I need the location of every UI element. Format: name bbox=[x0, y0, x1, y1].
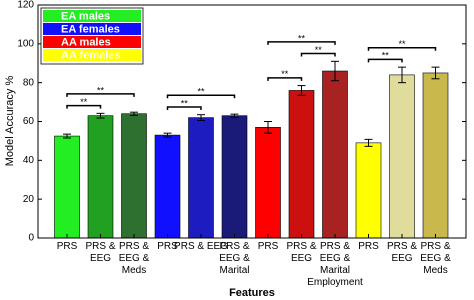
significance-label: ** bbox=[298, 33, 306, 43]
legend-label: EA females bbox=[61, 23, 120, 35]
x-tick-label-line: Marital bbox=[219, 265, 249, 276]
x-tick-label: PRS & EEG bbox=[387, 241, 417, 264]
significance-bracket bbox=[367, 46, 437, 51]
x-tick-label: PRS bbox=[57, 241, 78, 252]
x-tick-label-line: EEG & bbox=[420, 253, 451, 264]
error-bar bbox=[130, 111, 138, 116]
plot-frame bbox=[37, 4, 467, 239]
significance-bracket bbox=[300, 52, 336, 57]
x-tick-label-line: PRS bbox=[157, 241, 178, 252]
bar bbox=[188, 117, 214, 239]
bar bbox=[255, 127, 281, 239]
x-tick-label: PRS bbox=[258, 241, 279, 252]
legend-swatch bbox=[43, 36, 141, 48]
x-tick-label: PRS & EEG & Marital bbox=[219, 241, 250, 276]
error-bar bbox=[264, 121, 272, 134]
bar bbox=[154, 134, 181, 239]
y-tick-label: 60 bbox=[23, 116, 35, 127]
x-tick-label: PRS & EEG & Meds bbox=[420, 241, 451, 276]
bar bbox=[288, 90, 315, 239]
legend-swatch bbox=[43, 49, 141, 61]
x-tick-label-line: EEG bbox=[291, 253, 312, 264]
legend-label: EA males bbox=[61, 10, 110, 22]
legend-label: AA males bbox=[61, 36, 111, 48]
error-bar bbox=[230, 113, 239, 118]
significance-bracket bbox=[267, 41, 336, 45]
x-tick-label: PRS & EEG & Marital Employment bbox=[307, 241, 363, 288]
y-tick-label: 120 bbox=[17, 0, 34, 11]
significance-bracket bbox=[166, 106, 202, 110]
significance-label: ** bbox=[197, 87, 205, 97]
x-tick-label: PRS & EEG bbox=[286, 241, 316, 264]
x-tick-label-line: PRS & bbox=[119, 241, 149, 252]
x-tick-label-line: PRS bbox=[358, 241, 379, 252]
x-tick-label: PRS & EEG & Meds bbox=[119, 241, 150, 276]
bar bbox=[422, 72, 449, 239]
significance-bracket bbox=[66, 93, 135, 97]
x-tick-label-line: PRS & bbox=[320, 241, 350, 252]
x-tick-label-line: EEG & bbox=[119, 253, 150, 264]
x-tick-label-line: PRS & bbox=[420, 241, 450, 252]
bar bbox=[221, 115, 248, 239]
bar bbox=[322, 70, 348, 239]
error-bar bbox=[96, 112, 105, 119]
significance-bracket bbox=[66, 104, 102, 109]
significance-label: ** bbox=[382, 51, 390, 61]
legend-label: AA females bbox=[61, 49, 121, 61]
x-axis-label: Features bbox=[229, 287, 275, 299]
error-bar bbox=[297, 85, 306, 96]
bar bbox=[54, 135, 80, 239]
legend-swatch bbox=[43, 10, 141, 22]
bar bbox=[389, 74, 415, 239]
significance-bracket bbox=[367, 58, 403, 63]
significance-bracket bbox=[267, 77, 303, 81]
y-tick-label: 80 bbox=[23, 77, 35, 88]
x-tick-label-line: PRS & bbox=[219, 241, 249, 252]
x-tick-label-line: PRS bbox=[57, 241, 78, 252]
x-tick-label-line: PRS & bbox=[85, 241, 115, 252]
error-bar bbox=[197, 114, 205, 122]
x-tick-label-line: Meds bbox=[423, 265, 447, 276]
error-bar bbox=[364, 138, 373, 147]
bar bbox=[355, 142, 382, 239]
x-tick-label-line: Meds bbox=[122, 265, 146, 276]
y-tick-label: 20 bbox=[23, 194, 35, 205]
significance-label: ** bbox=[281, 69, 289, 79]
x-tick-label-line: PRS & bbox=[286, 241, 316, 252]
x-tick-label-line: EEG & bbox=[320, 253, 351, 264]
x-tick-label-line: PRS bbox=[258, 241, 279, 252]
y-tick-label: 40 bbox=[23, 155, 35, 166]
significance-label: ** bbox=[97, 85, 105, 95]
error-bar bbox=[398, 66, 406, 84]
significance-bracket bbox=[166, 94, 236, 99]
significance-label: ** bbox=[80, 97, 88, 107]
x-tick-label-line: Employment bbox=[307, 277, 363, 288]
x-tick-label-line: PRS & bbox=[387, 241, 417, 252]
bar bbox=[87, 115, 114, 239]
x-tick-label-line: EEG & bbox=[219, 253, 250, 264]
x-tick-label: PRS bbox=[157, 241, 178, 252]
legend-swatch bbox=[43, 23, 141, 35]
y-axis-label: Model Accuracy % bbox=[4, 76, 16, 167]
error-bar bbox=[163, 132, 172, 138]
x-tick-label: PRS bbox=[358, 241, 379, 252]
significance-label: ** bbox=[315, 45, 323, 55]
x-tick-label: PRS & EEG bbox=[85, 241, 115, 264]
error-bar bbox=[431, 66, 440, 80]
x-tick-label-line: EEG bbox=[90, 253, 111, 264]
bar bbox=[121, 113, 147, 239]
significance-label: ** bbox=[398, 39, 406, 49]
significance-label: ** bbox=[181, 98, 189, 108]
x-tick-label: PRS & EEG bbox=[174, 241, 228, 252]
x-tick-label-line: PRS & EEG bbox=[174, 241, 228, 252]
y-tick-label: 0 bbox=[28, 233, 34, 244]
x-tick-label-line: Marital bbox=[320, 265, 350, 276]
error-bar bbox=[331, 60, 339, 82]
y-tick-label: 100 bbox=[17, 38, 34, 49]
x-tick-label-line: EEG bbox=[391, 253, 412, 264]
error-bar bbox=[63, 133, 71, 139]
